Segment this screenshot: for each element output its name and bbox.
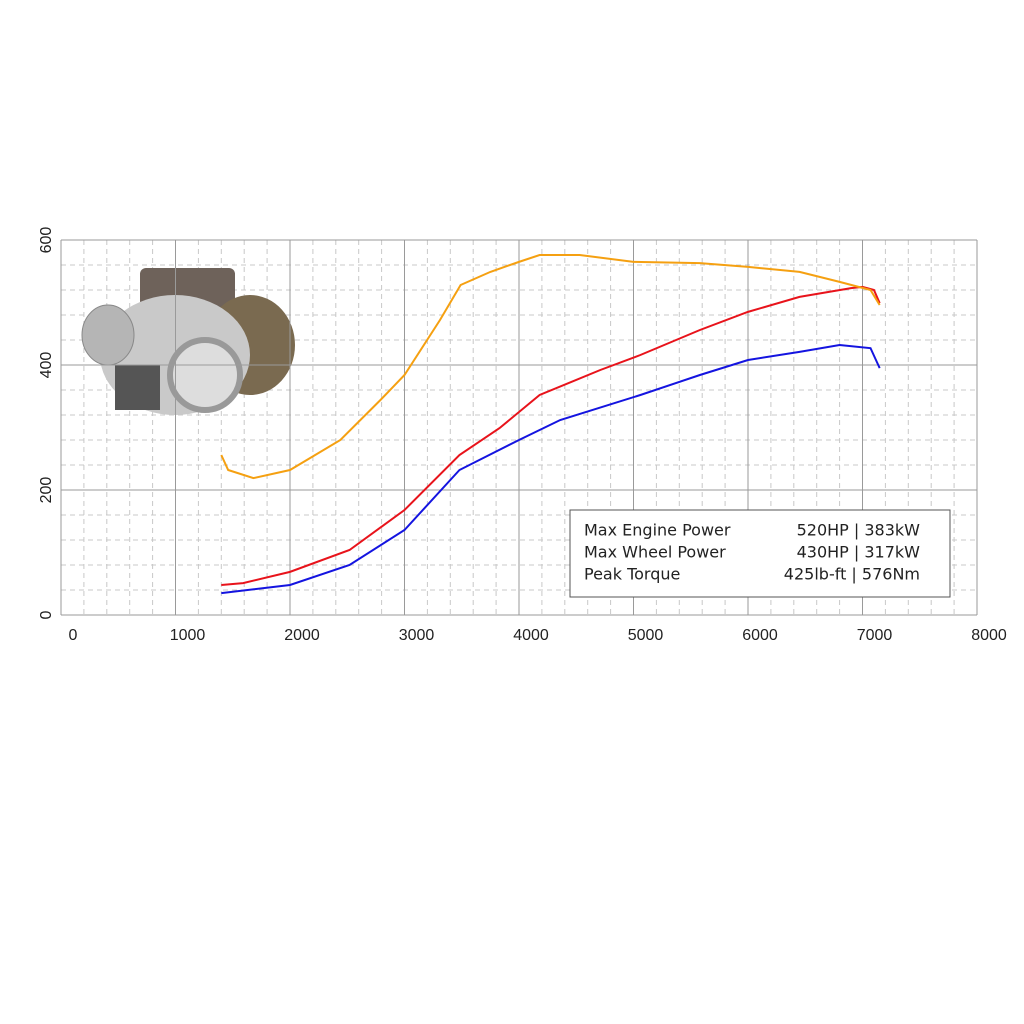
x-tick-label: 7000 (857, 627, 893, 644)
x-tick-label: 2000 (284, 627, 320, 644)
series-line (221, 285, 881, 586)
x-tick-label: 3000 (399, 627, 435, 644)
y-tick-label: 0 (38, 610, 55, 619)
x-tick-label: 6000 (742, 627, 778, 644)
x-tick-label: 1000 (170, 627, 206, 644)
x-tick-label: 8000 (971, 627, 1007, 644)
x-tick-label: 0 (69, 627, 78, 644)
legend-label: Max Engine Power (584, 521, 731, 540)
y-tick-label: 600 (38, 227, 55, 254)
legend: Max Engine Power 520HP | 383kW Max Wheel P… (569, 509, 951, 598)
turbo-actuator (115, 365, 160, 410)
turbo-inlet (81, 304, 135, 366)
legend-label: Max Wheel Power (584, 543, 726, 562)
legend-value: 430HP | 317kW (797, 543, 921, 562)
legend-value: 520HP | 383kW (797, 521, 921, 540)
y-tick-label: 400 (38, 352, 55, 379)
legend-label: Peak Torque (584, 565, 680, 584)
series-line (220, 254, 881, 480)
series-line (221, 343, 881, 595)
x-tick-label: 5000 (628, 627, 664, 644)
turbo-photo (81, 268, 295, 415)
turbo-outlet (167, 337, 243, 413)
legend-value: 425lb-ft | 576Nm (784, 565, 920, 584)
legend-box (569, 509, 951, 598)
x-tick-label: 4000 (513, 627, 549, 644)
y-tick-label: 200 (38, 477, 55, 504)
